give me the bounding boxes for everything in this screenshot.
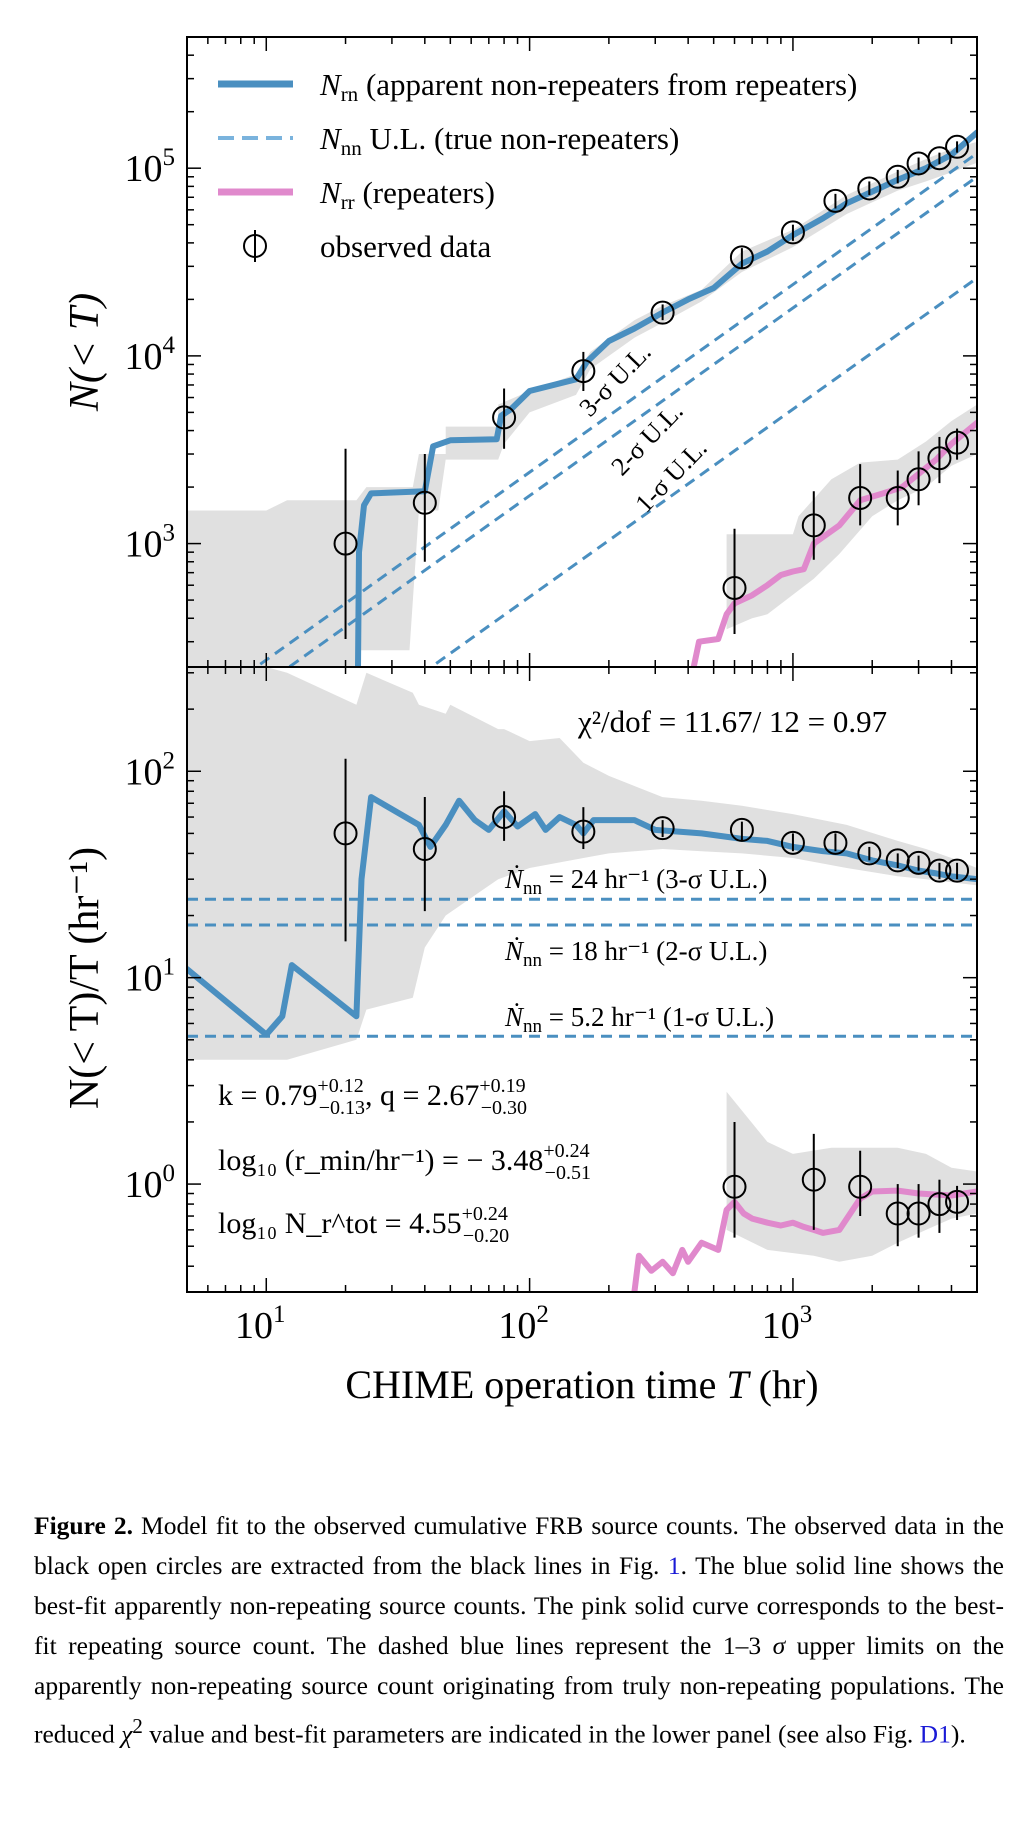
bottom-data-point: [780, 830, 805, 855]
top-data-point: [906, 467, 931, 492]
legend-label: Nrr (repeaters): [319, 175, 495, 214]
bottom-data-point: [885, 1201, 910, 1226]
top-data-point: [945, 430, 970, 455]
bottom-data-point: [945, 858, 970, 883]
bottom-axes-frame: [186, 666, 978, 1293]
bottom-ytick-label: 101: [125, 954, 176, 1000]
bottom-data-point: [729, 817, 754, 842]
top-y-axis-label: N(< T): [62, 293, 108, 412]
caption-symbol: σ: [772, 1631, 786, 1660]
top-ytick-label: 104: [125, 332, 176, 378]
legend-entry-rr: Nrr (repeaters): [218, 175, 495, 214]
top-data-point: [927, 146, 952, 171]
top-data-point: [927, 446, 952, 471]
rate-line-label: Ṅnn = 5.2 hr⁻¹ (1-σ U.L.): [504, 1002, 774, 1037]
xtick-label: 103: [762, 1301, 813, 1347]
bottom-data-point: [571, 819, 596, 844]
rate-line-label: Ṅnn = 24 hr⁻¹ (3-σ U.L.): [504, 864, 767, 899]
bottom-data-point: [857, 841, 882, 866]
legend-label: Nnn U.L. (true non-repeaters): [319, 121, 679, 160]
bottom-data-point: [722, 1174, 747, 1199]
bottom-data-point: [927, 1192, 952, 1217]
top-data-point: [722, 575, 747, 600]
bottom-tick-marks: [186, 667, 978, 1293]
bottom-confidence-band: [726, 1091, 977, 1262]
top-ul-line: [253, 152, 977, 667]
figure-reference-link[interactable]: D1: [919, 1719, 951, 1749]
bottom-data-point: [492, 805, 517, 830]
legend-entry-nn: Nnn U.L. (true non-repeaters): [218, 121, 679, 160]
top-data-point: [492, 405, 517, 430]
figure-reference-link[interactable]: 1: [667, 1551, 681, 1580]
fit-parameter: log₁₀ (r_min/hr⁻¹) = − 3.48+0.24 −0.51: [218, 1140, 591, 1184]
figure: 103 104 105 100 101 102 101 102 103 CHIME operati…: [62, 36, 978, 1407]
top-tick-marks: [186, 36, 978, 667]
chi2-annotation: χ²/dof = 11.67/ 12 = 0.97: [577, 704, 887, 739]
bottom-data-point: [848, 1174, 873, 1199]
legend-entry-obs: observed data: [243, 229, 492, 264]
legend-label: observed data: [320, 229, 492, 264]
bottom-confidence-band: [187, 667, 977, 1060]
bottom-y-axis-label: N(< T)/T (hr⁻¹): [62, 847, 108, 1109]
bottom-data-point: [801, 1167, 826, 1192]
rate-line-label: Ṅnn = 18 hr⁻¹ (2-σ U.L.): [504, 936, 767, 971]
caption-text: upper limits on the apparently non-repea…: [34, 1631, 1005, 1749]
bottom-data-point: [945, 1189, 970, 1214]
caption-text: Model fit to the observed cumulative FRB…: [34, 1511, 1004, 1580]
bottom-data-point: [412, 837, 437, 862]
legend-entry-rn: Nrn (apparent non-repeaters from repeate…: [218, 67, 857, 106]
top-data-point: [571, 359, 596, 384]
top-ytick-label: 105: [125, 144, 176, 190]
top-data-point: [333, 531, 358, 556]
top-data-point: [650, 300, 675, 325]
top-data-point: [945, 134, 970, 159]
top-series-line: [355, 129, 977, 667]
xtick-label: 102: [498, 1301, 549, 1347]
caption-text: ).: [950, 1719, 966, 1749]
bottom-data-point: [650, 816, 675, 841]
top-data-point: [823, 188, 848, 213]
bottom-ytick-label: 100: [125, 1160, 176, 1206]
bottom-series-line: [187, 794, 977, 1038]
x-axis-label: CHIME operation time T (hr): [345, 1362, 818, 1407]
legend-marker: [243, 234, 267, 258]
bottom-data-point: [333, 821, 358, 846]
top-plot-area: [187, 129, 977, 667]
fit-parameter: log₁₀ N_r^tot = 4.55+0.24 −0.20: [218, 1203, 509, 1247]
top-data-point: [885, 485, 910, 510]
bottom-data-point: [906, 1201, 931, 1226]
fit-parameter: k = 0.79+0.12 −0.13, q = 2.67+0.19 −0.30: [218, 1075, 527, 1119]
top-data-point: [801, 513, 826, 538]
figure-caption: Figure 2. Model fit to the observed cumu…: [34, 1506, 1004, 1755]
top-data-point: [729, 245, 754, 270]
bottom-plot-area: [187, 667, 977, 1292]
top-data-point: [848, 485, 873, 510]
bottom-ytick-label: 102: [125, 747, 176, 793]
top-data-point: [885, 164, 910, 189]
top-data-point: [412, 490, 437, 515]
top-data-point: [857, 176, 882, 201]
caption-text: . The blue solid line shows the best-fit…: [34, 1551, 1004, 1660]
bottom-data-point: [927, 858, 952, 883]
bottom-data-point: [906, 850, 931, 875]
caption-symbol: χ: [121, 1719, 133, 1749]
legend-label: Nrn (apparent non-repeaters from repeate…: [319, 67, 857, 106]
top-confidence-band: [187, 141, 977, 667]
caption-text: value and best-fit parameters are indica…: [142, 1719, 920, 1749]
caption-label: Figure 2.: [34, 1511, 133, 1540]
top-data-point: [780, 220, 805, 245]
top-ul-line: [286, 175, 977, 667]
bottom-data-point: [823, 830, 848, 855]
xtick-label: 101: [235, 1301, 286, 1347]
top-ytick-label: 103: [125, 520, 176, 566]
caption-superscript: 2: [132, 1714, 143, 1738]
